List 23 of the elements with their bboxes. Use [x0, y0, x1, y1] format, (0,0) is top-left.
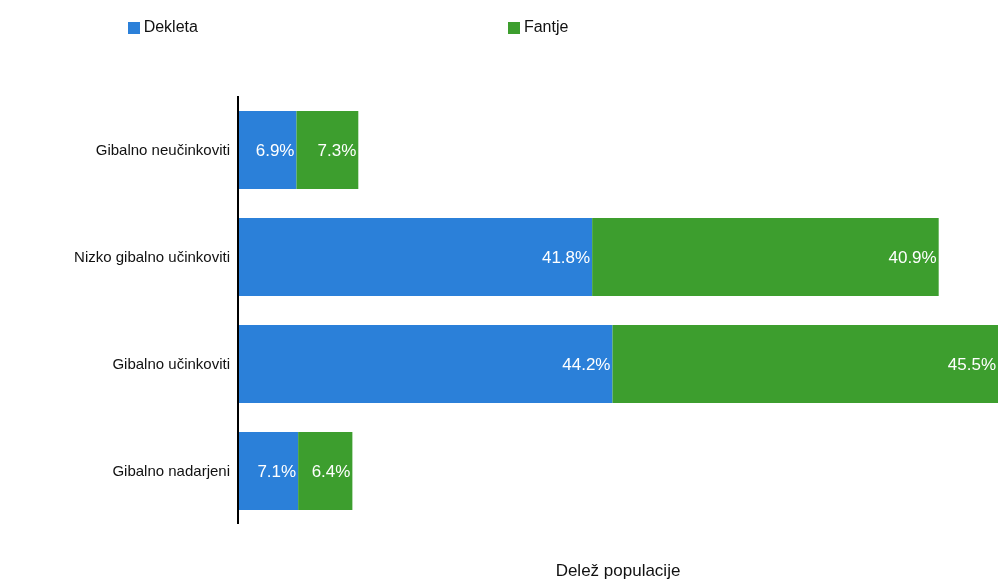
data-label: 41.8% [541, 248, 591, 267]
bar [238, 432, 299, 510]
data-label: 7.1% [257, 462, 297, 481]
data-label: 45.5% [947, 355, 996, 374]
bar [612, 325, 998, 403]
bar [592, 218, 939, 296]
data-label: 6.4% [311, 462, 351, 481]
x-axis-title: Delež populacije [555, 561, 681, 580]
y-tick-label: Gibalno neučinkoviti [95, 140, 230, 158]
y-tick-label: Gibalno nadarjeni [112, 461, 230, 479]
data-label: 7.3% [317, 141, 357, 160]
y-tick-label: Gibalno učinkoviti [112, 354, 230, 372]
data-label: 6.9% [255, 141, 295, 160]
y-tick-label: Nizko gibalno učinkoviti [74, 247, 230, 265]
bar [298, 432, 353, 510]
data-label: 40.9% [888, 248, 937, 267]
bar [238, 218, 593, 296]
legend-label: Fantje [523, 18, 569, 35]
data-label: 44.2% [562, 355, 611, 374]
bar [296, 111, 359, 189]
legend-label: Dekleta [143, 18, 198, 35]
bar [238, 111, 297, 189]
bar [238, 325, 613, 403]
